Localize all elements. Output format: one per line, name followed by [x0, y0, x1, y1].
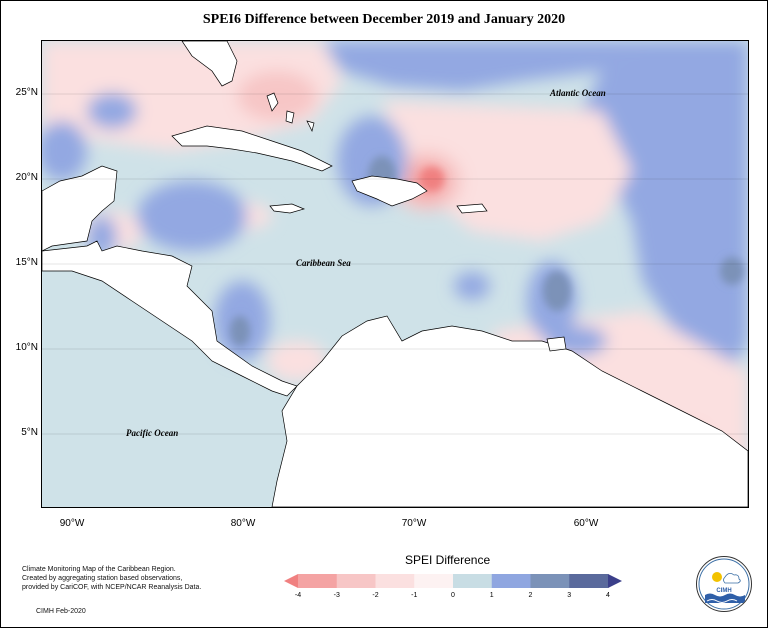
- colorbar-segment: [414, 574, 454, 588]
- logo-text: CIMH: [716, 588, 732, 594]
- cimh-logo: CIMH: [696, 556, 752, 612]
- colorbar-segment: [375, 574, 415, 588]
- colorbar-tick-label: 0: [451, 592, 455, 599]
- caption-line: provided by CariCOF, with NCEP/NCAR Rean…: [22, 584, 202, 591]
- colorbar-extend-low: [284, 574, 298, 588]
- map-title: SPEI6 Difference between December 2019 a…: [202, 12, 566, 27]
- colorbar-extend-high: [608, 574, 622, 588]
- colorbar-tick-label: -2: [372, 592, 379, 599]
- caption-credit: CIMH Feb-2020: [36, 608, 86, 615]
- colorbar-tick-label: -4: [294, 592, 302, 599]
- pacific-ocean-label: Pacific Ocean: [126, 428, 179, 438]
- cimh-logo-icon: [698, 558, 750, 610]
- land: [42, 41, 748, 507]
- colorbar: [284, 574, 622, 588]
- lon-tick: 90°W: [59, 518, 85, 529]
- caribbean-sea-label: Caribbean Sea: [296, 258, 351, 268]
- colorbar-tick-label: 4: [606, 592, 610, 599]
- lon-tick: 60°W: [573, 518, 599, 529]
- colorbar-segment: [336, 574, 376, 588]
- lat-tick: 5°N: [21, 427, 38, 438]
- caption-line: Climate Monitoring Map of the Caribbean …: [22, 566, 176, 573]
- colorbar-segment: [491, 574, 531, 588]
- colorbar-tick-label: 3: [567, 592, 572, 599]
- lat-tick: 10°N: [15, 342, 38, 353]
- lat-tick: 25°N: [15, 87, 38, 98]
- colorbar-segment: [298, 574, 338, 588]
- caption-line: Created by aggregating station based obs…: [22, 575, 183, 582]
- colorbar-tick-label: -3: [333, 592, 340, 599]
- colorbar-segment: [453, 574, 493, 588]
- legend-title: SPEI Difference: [405, 553, 491, 567]
- atlantic-ocean-label: Atlantic Ocean: [550, 88, 606, 98]
- graticule: [42, 93, 748, 435]
- colorbar-tick-label: 1: [489, 592, 494, 599]
- map-canvas: [42, 41, 748, 507]
- colorbar-segment: [569, 574, 609, 588]
- lon-tick: 70°W: [401, 518, 427, 529]
- map-panel: [41, 40, 749, 508]
- lat-tick: 15°N: [15, 257, 38, 268]
- colorbar-tick-label: -1: [411, 592, 418, 599]
- lat-tick: 20°N: [15, 172, 38, 183]
- colorbar-segment: [530, 574, 570, 588]
- colorbar-tick-label: 2: [528, 592, 533, 599]
- lon-tick: 80°W: [230, 518, 256, 529]
